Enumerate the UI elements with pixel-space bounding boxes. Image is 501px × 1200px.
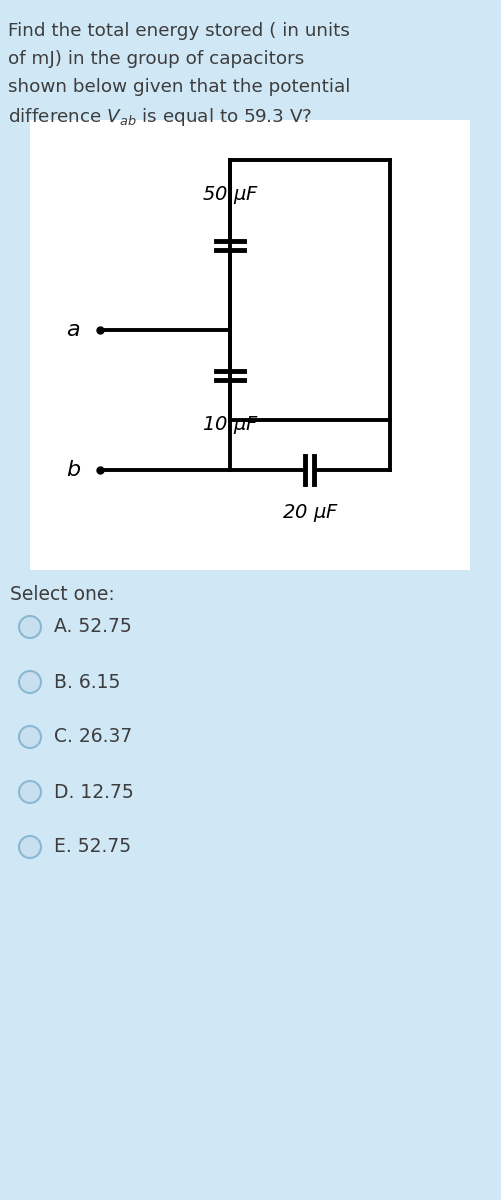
Circle shape xyxy=(19,781,41,803)
Circle shape xyxy=(19,616,41,638)
FancyBboxPatch shape xyxy=(30,120,470,570)
Text: a: a xyxy=(66,320,80,340)
Circle shape xyxy=(19,726,41,748)
Text: 10 $\mu$F: 10 $\mu$F xyxy=(201,414,259,437)
Text: D. 12.75: D. 12.75 xyxy=(54,782,134,802)
Text: 50 $\mu$F: 50 $\mu$F xyxy=(201,184,259,205)
Text: Find the total energy stored ( in units: Find the total energy stored ( in units xyxy=(8,22,350,40)
Text: Select one:: Select one: xyxy=(10,584,115,604)
Text: difference $V_{ab}$ is equal to 59.3 V?: difference $V_{ab}$ is equal to 59.3 V? xyxy=(8,106,312,128)
Text: shown below given that the potential: shown below given that the potential xyxy=(8,78,350,96)
Text: A. 52.75: A. 52.75 xyxy=(54,618,132,636)
Text: b: b xyxy=(66,460,80,480)
Circle shape xyxy=(19,671,41,692)
Text: 20 $\mu$F: 20 $\mu$F xyxy=(282,502,339,524)
Text: of mJ) in the group of capacitors: of mJ) in the group of capacitors xyxy=(8,50,304,68)
Text: E. 52.75: E. 52.75 xyxy=(54,838,131,857)
Circle shape xyxy=(19,836,41,858)
Text: C. 26.37: C. 26.37 xyxy=(54,727,132,746)
Text: B. 6.15: B. 6.15 xyxy=(54,672,120,691)
